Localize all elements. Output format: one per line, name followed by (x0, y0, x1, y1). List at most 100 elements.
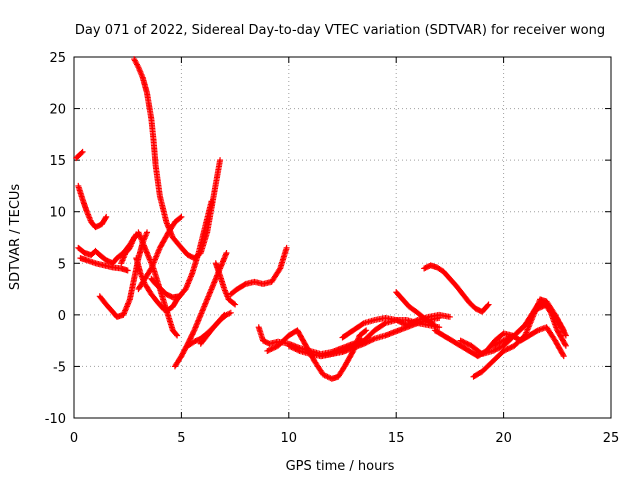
series-marks (318, 314, 443, 360)
data-point (434, 329, 436, 332)
data-point (373, 319, 376, 321)
data-point (81, 198, 84, 201)
data-point (408, 305, 410, 308)
data-point (481, 370, 483, 373)
data-point (230, 293, 232, 296)
data-point (219, 274, 221, 277)
data-point (139, 272, 142, 275)
data-point (174, 365, 176, 368)
data-point (341, 351, 344, 353)
data-point (537, 329, 539, 332)
data-point (423, 267, 425, 270)
data-point (537, 303, 539, 306)
data-point (502, 332, 505, 335)
data-point (111, 266, 114, 269)
data-point (492, 350, 494, 352)
data-point (337, 375, 340, 378)
data-point (230, 311, 232, 314)
data-point (152, 267, 155, 270)
data-point (225, 252, 228, 254)
data-point (180, 247, 183, 249)
data-point (468, 350, 471, 352)
data-point (105, 259, 108, 261)
data-point (122, 314, 125, 316)
data-point (492, 345, 494, 347)
data-point (83, 252, 86, 254)
data-point (79, 257, 82, 259)
data-point (86, 259, 88, 261)
data-point (77, 247, 80, 249)
data-point (438, 314, 440, 316)
data-point (384, 334, 387, 337)
data-point (133, 277, 135, 280)
series-trace-15 (212, 260, 239, 308)
data-point (455, 285, 458, 287)
data-point (154, 283, 157, 285)
data-point (187, 254, 189, 256)
series-trace-27 (489, 299, 569, 349)
data-point (94, 226, 97, 228)
data-point (167, 231, 170, 234)
y-tick-label: 10 (49, 206, 66, 221)
data-point (425, 319, 428, 321)
data-point (530, 314, 533, 316)
series-marks (171, 249, 230, 370)
series-marks (75, 182, 110, 231)
data-point (116, 257, 118, 259)
data-point (502, 339, 505, 342)
data-point (313, 360, 316, 363)
data-point (150, 293, 153, 296)
data-point (129, 247, 131, 249)
data-point (120, 267, 123, 270)
data-point (184, 288, 187, 290)
x-tick-label: 10 (281, 431, 298, 446)
x-tick-label: 15 (388, 431, 405, 446)
data-point (98, 295, 101, 298)
data-point (268, 342, 271, 345)
data-point (156, 301, 159, 304)
data-point (98, 254, 101, 256)
data-point (427, 316, 430, 318)
data-point (197, 252, 200, 254)
data-point (212, 326, 215, 329)
data-point (545, 326, 548, 329)
data-point (199, 314, 202, 316)
data-point (75, 157, 77, 159)
data-point (225, 314, 228, 316)
data-point (322, 373, 324, 376)
data-point (279, 267, 282, 270)
data-point (133, 236, 135, 239)
series-trace-7 (131, 56, 224, 262)
data-point (474, 307, 477, 310)
series-marks (73, 148, 86, 162)
data-point (277, 340, 279, 343)
data-point (212, 283, 215, 285)
data-point (116, 316, 118, 318)
data-point (150, 277, 153, 280)
data-point (94, 262, 97, 265)
data-point (120, 262, 123, 265)
data-point (214, 262, 217, 265)
data-point (180, 216, 183, 218)
y-tick-label: -5 (53, 360, 66, 375)
axis-ticks: 0 5 10 15 20 25 -10 -5 0 5 10 15 20 25 (45, 51, 620, 446)
series-trace-23 (421, 262, 492, 315)
data-point (199, 342, 202, 345)
chart-title: Day 071 of 2022, Sidereal Day-to-day VTE… (75, 23, 605, 38)
data-point (434, 324, 436, 326)
data-point (288, 345, 290, 347)
data-point (395, 319, 398, 321)
data-point (395, 330, 398, 333)
data-point (481, 353, 483, 355)
data-point (436, 266, 438, 269)
data-point (101, 223, 103, 225)
data-point (146, 92, 148, 94)
data-point (296, 329, 299, 332)
data-point (562, 355, 565, 357)
data-point (285, 247, 288, 249)
data-point (502, 350, 505, 352)
data-point (137, 288, 140, 290)
data-point (472, 375, 475, 378)
data-point (165, 308, 168, 311)
data-point (159, 247, 161, 249)
